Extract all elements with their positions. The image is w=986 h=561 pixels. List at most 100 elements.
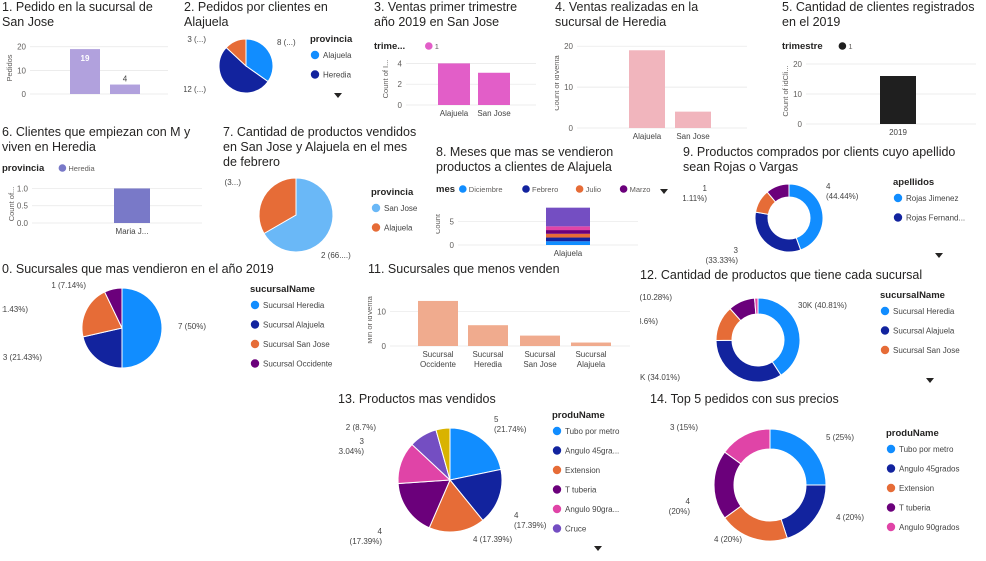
more-chevron-icon[interactable]	[926, 378, 934, 383]
legend-marker	[575, 185, 584, 193]
bar[interactable]	[675, 111, 711, 128]
legend-item-line: Alajuela	[323, 51, 352, 60]
visual-p3[interactable]: trime... 1 Count of I... 0 2 4 Alajuela San Jos…	[374, 0, 554, 125]
legend-marker	[310, 50, 320, 60]
pie-slice[interactable]	[245, 38, 274, 83]
legend-item: Sucursal Heredia	[893, 307, 955, 316]
slice-label: 10K (13.6%)	[640, 317, 658, 326]
legend-marker	[880, 326, 890, 335]
bar-segment[interactable]	[546, 237, 590, 242]
pie-slice[interactable]	[435, 427, 451, 481]
x-tick-label-line: Heredia	[474, 360, 503, 369]
pie-slice[interactable]	[766, 183, 790, 203]
more-chevron-icon[interactable]	[594, 546, 602, 551]
legend-title-line: mes	[436, 184, 455, 195]
pie-slice[interactable]	[449, 468, 503, 522]
legend-title-line: sucursalName	[250, 284, 315, 295]
pie-slice[interactable]	[713, 451, 742, 519]
slice-label: 3 (21.43%)	[3, 353, 42, 362]
visual-p9[interactable]: apellidos Rojas Jimenez Rojas Fernand... 4(…	[683, 145, 986, 265]
y-tick-label: 5	[450, 218, 455, 227]
chart-title: 1. Pedido en la sucursal de San Jose	[2, 0, 153, 29]
visual-p11[interactable]: Min of idVenta 0 10 Sucursal Occidente Sucurs…	[368, 262, 640, 384]
bar[interactable]	[468, 325, 508, 346]
legend-marker	[250, 300, 260, 310]
bar[interactable]	[114, 188, 150, 223]
y-tick-label-line: 0	[22, 90, 27, 99]
bar-segment[interactable]	[546, 207, 590, 227]
slice-label-line: 10K (13.6%)	[640, 317, 658, 326]
bar-segment[interactable]	[546, 241, 590, 245]
x-tick-label-line: Alajuela	[440, 109, 469, 118]
visual-p14[interactable]: produName Tubo por metro Angulo 45grados Ex…	[650, 392, 986, 561]
legend-marker	[552, 524, 562, 533]
pie-slice[interactable]	[263, 177, 334, 253]
visual-p5[interactable]: trimestre 1 Count of idCli... 0 10 20 2019 5. C…	[782, 0, 986, 140]
legend-title-line: provincia	[371, 187, 414, 198]
pie-slice[interactable]	[82, 327, 123, 369]
visual-p12[interactable]: sucursalName Sucursal Heredia Sucursal Ala…	[640, 268, 986, 388]
bar[interactable]	[880, 76, 916, 124]
legend-title: trime...	[374, 41, 405, 52]
visual-p13[interactable]: produName Tubo por metro Angulo 45gra... Ex…	[338, 392, 638, 561]
legend-marker	[893, 193, 903, 203]
y-tick-label-line: 0	[450, 241, 455, 250]
visual-p1[interactable]: Pedidos 0 10 20 19 4 1. Pedido en la sucursal …	[2, 0, 172, 125]
slice-label-line: (44.44%)	[826, 192, 859, 201]
bar[interactable]	[571, 342, 611, 346]
bar[interactable]	[629, 50, 665, 128]
pie-slice[interactable]	[81, 291, 123, 338]
pie-slice[interactable]	[397, 479, 451, 529]
chart-title: 8. Meses que mas se vendieron productos …	[436, 145, 614, 174]
slice-label-line: 5	[494, 415, 499, 424]
y-tick-label-line: 0.0	[17, 219, 29, 228]
y-tick-label-line: 10	[17, 66, 26, 75]
pie-slice[interactable]	[757, 297, 801, 376]
pie-slice[interactable]	[715, 339, 782, 383]
bar-segment[interactable]	[546, 230, 590, 234]
pie-slice[interactable]	[780, 484, 827, 539]
visual-p8[interactable]: mes Diciembre Febrero Julio Marzo Count 0 5 Alaj…	[436, 145, 672, 265]
pie-slice[interactable]	[723, 428, 771, 465]
legend-item-line: T tuberia	[565, 486, 597, 495]
bar[interactable]	[70, 49, 100, 94]
bar[interactable]	[478, 72, 510, 105]
chart-title: 13. Productos mas vendidos	[338, 392, 496, 406]
bar-segment[interactable]	[546, 226, 590, 231]
y-tick-label: 10	[17, 66, 26, 75]
visual-p2[interactable]: provincia Alajuela Heredia 8 (...) 12 (...) 3…	[184, 0, 369, 125]
pie-slice[interactable]	[449, 427, 502, 481]
bar[interactable]	[438, 63, 470, 105]
pie-slice[interactable]	[103, 287, 123, 329]
pie-slice[interactable]	[754, 211, 802, 253]
pie-slice[interactable]	[428, 479, 484, 533]
legend-item-line: Rojas Jimenez	[906, 194, 958, 203]
slice-label-line: 2 (8.7%)	[346, 423, 377, 432]
visual-p6[interactable]: provincia Heredia Count of... 0.0 0.5 1.0 Mari…	[2, 125, 212, 247]
chart-svg: Count of idVenta 0 10 20 Alajuela San Jose	[555, 42, 747, 140]
more-chevron-icon[interactable]	[334, 93, 342, 98]
bar[interactable]	[520, 335, 560, 346]
chart-svg: provincia San Jose Alajuela 2 (66....) 1 (3.…	[223, 177, 418, 260]
visual-p0[interactable]: sucursalName Sucursal Heredia Sucursal Ala…	[2, 262, 362, 382]
data-label: 19	[81, 54, 90, 63]
legend-title-line: sucursalName	[880, 290, 945, 301]
bar-segment[interactable]	[546, 233, 590, 238]
legend-item: Sucursal Heredia	[263, 301, 325, 310]
pie-slice[interactable]	[258, 177, 297, 235]
bar[interactable]	[110, 84, 140, 94]
visual-p7[interactable]: provincia San Jose Alajuela 2 (66....) 1 (3.…	[223, 125, 433, 265]
pie-slice[interactable]	[225, 38, 247, 68]
slice-label: 3 (21.43%)	[2, 305, 28, 314]
pie-slice[interactable]	[754, 297, 759, 315]
slice-label: 8 (...)	[277, 38, 296, 47]
more-chevron-icon[interactable]	[935, 253, 943, 258]
y-tick-label: 4	[398, 59, 403, 68]
pie-slice[interactable]	[121, 287, 163, 369]
legend-item: Sucursal Occidente	[263, 360, 333, 369]
bar[interactable]	[418, 300, 458, 346]
visual-p4[interactable]: Count of idVenta 0 10 20 Alajuela San Jose 4. …	[555, 0, 770, 140]
pie-slice[interactable]	[769, 428, 827, 486]
pie-slice[interactable]	[218, 46, 269, 94]
more-chevron-icon[interactable]	[660, 189, 668, 194]
